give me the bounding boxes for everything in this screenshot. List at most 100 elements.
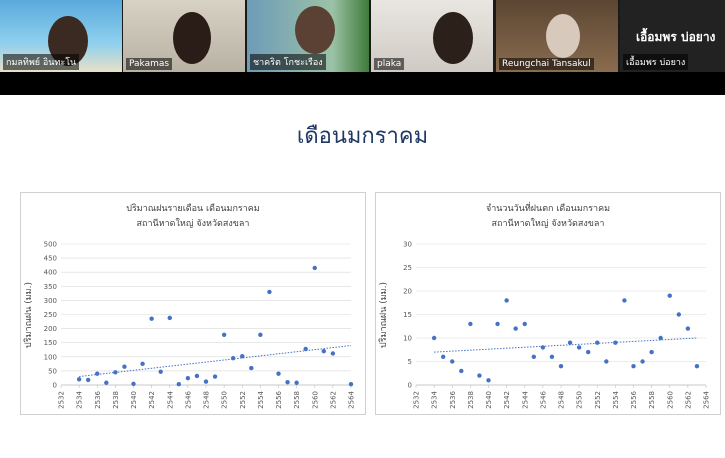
point <box>186 376 190 380</box>
point <box>604 359 608 363</box>
point <box>86 378 90 382</box>
point <box>495 322 499 326</box>
point <box>113 370 117 374</box>
y-tick-label: 200 <box>44 325 57 333</box>
point <box>450 359 454 363</box>
x-tick-label: 2542 <box>148 391 156 409</box>
chart-title: จำนวนวันที่ฝนตก เดือนมกราคม <box>486 201 610 214</box>
point <box>322 349 326 353</box>
point <box>240 354 244 358</box>
x-tick-label: 2532 <box>413 391 421 409</box>
point <box>313 266 317 270</box>
x-tick-label: 2540 <box>485 391 493 409</box>
point <box>204 379 208 383</box>
point <box>195 374 199 378</box>
point <box>294 381 298 385</box>
x-tick-label: 2564 <box>703 390 711 408</box>
y-tick-label: 300 <box>44 297 57 305</box>
chart: จำนวนวันที่ฝนตก เดือนมกราคมสถานีหาดใหญ่ … <box>376 193 720 414</box>
chart-subtitle: สถานีหาดใหญ่ จังหวัดสงขลา <box>492 218 605 229</box>
point <box>131 382 135 386</box>
y-axis-label: ปริมาณฝน (มม.) <box>23 282 34 348</box>
x-tick-label: 2556 <box>275 390 283 408</box>
point <box>168 316 172 320</box>
point <box>568 341 572 345</box>
y-tick-label: 50 <box>48 367 57 375</box>
y-tick-label: 20 <box>403 288 412 296</box>
point <box>677 312 681 316</box>
x-tick-label: 2554 <box>257 390 265 408</box>
video-tile[interactable]: Reungchai Tansakul <box>496 0 618 72</box>
x-tick-label: 2552 <box>239 391 247 409</box>
point <box>285 380 289 384</box>
x-tick-label: 2536 <box>94 390 102 408</box>
x-tick-label: 2564 <box>348 390 356 408</box>
y-tick-label: 0 <box>408 382 412 390</box>
video-tile[interactable]: เอื้อมพร บ่อยางเอื้อมพร บ่อยาง <box>620 0 725 72</box>
point <box>559 364 563 368</box>
point <box>586 350 590 354</box>
participant-name: กมลทิพย์ อินทะโน <box>3 54 79 70</box>
point <box>231 356 235 360</box>
x-tick-label: 2562 <box>329 391 337 409</box>
point <box>459 369 463 373</box>
chart: ปริมาณฝนรายเดือน เดือนมกราคมสถานีหาดใหญ่… <box>21 193 365 414</box>
y-axis-label: ปริมาณฝน (มม.) <box>378 282 389 348</box>
point <box>331 351 335 355</box>
point <box>303 347 307 351</box>
x-tick-label: 2542 <box>503 391 511 409</box>
y-tick-label: 25 <box>403 264 412 272</box>
point <box>95 372 99 376</box>
point <box>276 372 280 376</box>
point <box>504 298 508 302</box>
x-tick-label: 2536 <box>449 390 457 408</box>
point <box>686 326 690 330</box>
video-tile[interactable]: Pakamas <box>123 0 245 72</box>
x-tick-label: 2562 <box>684 391 692 409</box>
chart-title: ปริมาณฝนรายเดือน เดือนมกราคม <box>126 203 260 214</box>
y-tick-label: 10 <box>403 335 412 343</box>
point <box>631 364 635 368</box>
video-tile[interactable]: กมลทิพย์ อินทะโน <box>0 0 122 72</box>
x-tick-label: 2534 <box>431 390 439 408</box>
x-tick-label: 2558 <box>293 391 301 409</box>
point <box>441 355 445 359</box>
chart-subtitle: สถานีหาดใหญ่ จังหวัดสงขลา <box>137 218 250 229</box>
video-strip: กมลทิพย์ อินทะโน Pakamas ชาคริต โกชะเรือ… <box>0 0 725 72</box>
trendline <box>79 346 351 377</box>
y-tick-label: 30 <box>403 241 412 249</box>
x-tick-label: 2560 <box>311 391 319 409</box>
point <box>613 341 617 345</box>
x-tick-label: 2550 <box>576 391 584 409</box>
x-tick-label: 2554 <box>612 390 620 408</box>
point <box>158 370 162 374</box>
point <box>649 350 653 354</box>
point <box>104 381 108 385</box>
point <box>258 333 262 337</box>
point <box>77 377 81 381</box>
point <box>122 364 126 368</box>
participant-name: Reungchai Tansakul <box>499 58 594 70</box>
x-tick-label: 2538 <box>467 391 475 409</box>
point <box>249 366 253 370</box>
y-tick-label: 0 <box>53 382 57 390</box>
x-tick-label: 2540 <box>130 391 138 409</box>
x-tick-label: 2548 <box>558 391 566 409</box>
point <box>658 336 662 340</box>
x-tick-label: 2556 <box>630 390 638 408</box>
video-tile[interactable]: plaka <box>371 0 493 72</box>
point <box>622 298 626 302</box>
point <box>477 373 481 377</box>
video-tile[interactable]: ชาคริต โกชะเรือง <box>247 0 369 72</box>
point <box>349 382 353 386</box>
chart-box: ปริมาณฝนรายเดือน เดือนมกราคมสถานีหาดใหญ่… <box>20 192 366 415</box>
point <box>523 322 527 326</box>
x-tick-label: 2546 <box>539 390 547 408</box>
x-tick-label: 2534 <box>76 390 84 408</box>
point <box>550 355 554 359</box>
y-tick-label: 250 <box>44 311 57 319</box>
x-tick-label: 2552 <box>594 391 602 409</box>
y-tick-label: 100 <box>44 353 57 361</box>
x-tick-label: 2544 <box>166 390 174 408</box>
point <box>432 336 436 340</box>
